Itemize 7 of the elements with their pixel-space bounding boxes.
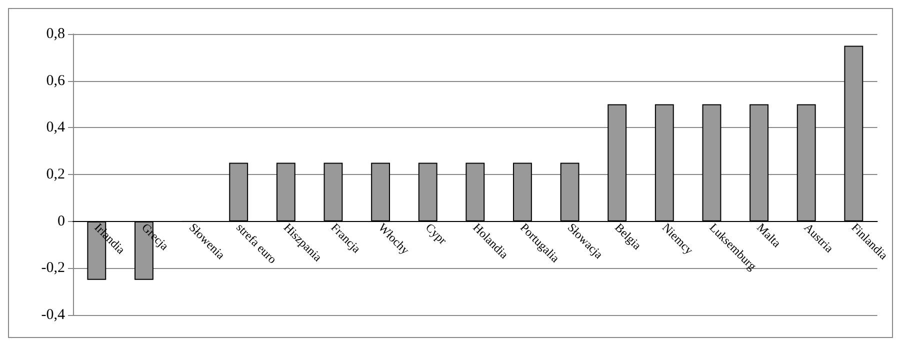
y-tick-label: 0,2 bbox=[46, 166, 65, 182]
y-tick-label: 0,6 bbox=[46, 72, 66, 89]
y-tick-label: 0 bbox=[58, 213, 65, 230]
y-tick-label: 0,4 bbox=[46, 120, 66, 136]
y-tick-label: 0,8 bbox=[46, 26, 65, 42]
y-tick-label: -0,2 bbox=[41, 260, 65, 276]
y-tick-label: -0,4 bbox=[41, 307, 66, 323]
